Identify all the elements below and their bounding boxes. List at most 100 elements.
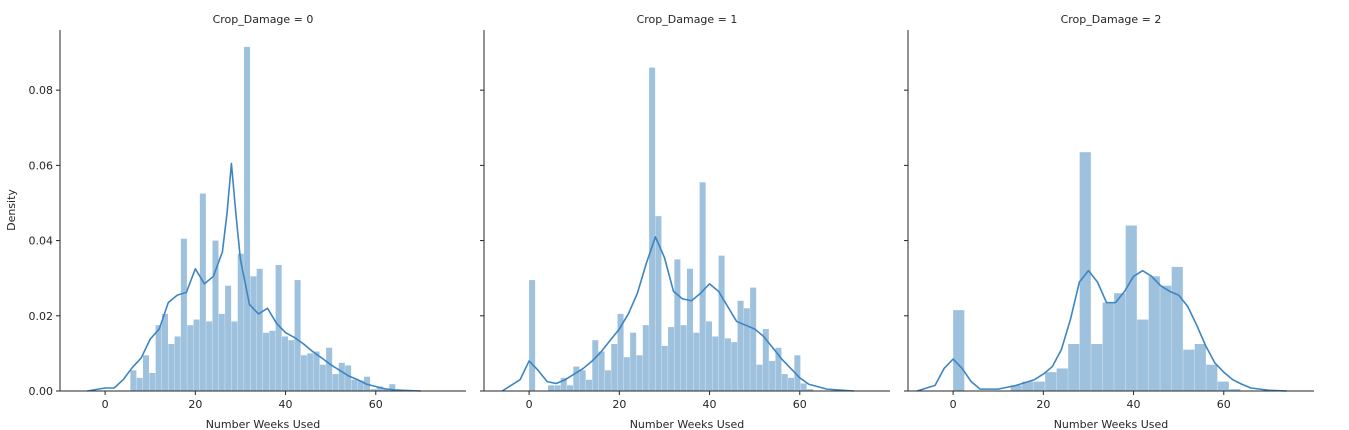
y-tick-label: 0.02 — [29, 310, 54, 323]
histogram-bar — [1033, 381, 1045, 391]
kde-line — [501, 236, 854, 392]
histogram-bar — [370, 389, 377, 391]
x-tick-label: 40 — [1127, 398, 1141, 411]
histogram-bar — [649, 67, 656, 391]
histogram-bar — [130, 370, 137, 391]
x-tick-label: 40 — [279, 398, 293, 411]
histogram-bar — [800, 383, 807, 391]
histogram-bar — [554, 385, 561, 391]
kde-line — [86, 162, 421, 392]
x-tick-label: 60 — [369, 398, 383, 411]
histogram-bar — [807, 389, 814, 391]
histogram-bar — [718, 255, 725, 391]
histogram-bar — [326, 347, 333, 391]
histogram-bar — [585, 379, 592, 391]
histogram-bar — [263, 332, 270, 391]
histogram-bar — [769, 360, 776, 391]
y-axis-title: Density — [5, 189, 18, 231]
panel-title: Crop_Damage = 2 — [1061, 13, 1162, 26]
y-tick-label: 0.04 — [29, 235, 54, 248]
y-tick-label: 0.06 — [29, 159, 54, 172]
histogram-bar — [636, 355, 643, 391]
histogram-bar — [598, 351, 605, 391]
histogram-bar — [529, 280, 536, 391]
histogram-bar — [294, 280, 301, 391]
histogram-bar — [237, 253, 244, 391]
histogram-bar — [300, 355, 307, 391]
histogram-bar — [737, 300, 744, 391]
histogram-bar — [288, 340, 295, 391]
histogram-bar — [1056, 368, 1068, 391]
histogram-bar — [244, 46, 251, 392]
histogram-bar — [1183, 349, 1195, 391]
histogram-bar — [724, 338, 731, 391]
histogram-bar — [206, 321, 213, 391]
histogram-bar — [687, 268, 694, 391]
histogram-bar — [655, 216, 662, 391]
histogram-bar — [256, 268, 263, 391]
histogram-bar — [1217, 381, 1229, 391]
histogram-bar — [743, 308, 750, 391]
histogram-bar — [225, 285, 232, 391]
histogram-bar — [193, 319, 200, 391]
x-axis-title: Number Weeks Used — [206, 418, 321, 430]
histogram-bar — [788, 377, 795, 391]
histogram-bar — [567, 385, 574, 391]
histogram-bar — [1079, 152, 1091, 391]
histogram-bar — [712, 336, 719, 391]
histogram-bar — [376, 386, 383, 391]
histogram-bar — [143, 355, 150, 391]
histogram-bar — [762, 328, 769, 391]
histogram-bar — [389, 384, 396, 391]
histogram-bar — [1102, 302, 1114, 391]
histogram-bar — [345, 365, 352, 391]
histogram-bar — [149, 372, 156, 391]
histogram-bar — [756, 364, 763, 391]
histogram-bar — [623, 357, 630, 391]
x-axis-title: Number Weeks Used — [630, 418, 745, 430]
histogram-bar — [781, 374, 788, 391]
histogram-bar — [383, 389, 390, 391]
histogram-bar — [275, 265, 282, 391]
histogram-bar — [642, 325, 649, 391]
x-tick-label: 0 — [526, 398, 533, 411]
histogram-bar — [611, 343, 618, 391]
panel-title: Crop_Damage = 1 — [637, 13, 738, 26]
histogram-bar — [187, 325, 194, 391]
x-tick-label: 0 — [950, 398, 957, 411]
histogram-bar — [953, 310, 965, 391]
histogram-bar — [319, 364, 326, 391]
kde-line — [916, 269, 1287, 392]
histogram-bar — [1229, 389, 1241, 391]
histogram-bar — [1171, 266, 1183, 391]
histogram-bar — [693, 332, 700, 391]
y-tick-label: 0.00 — [29, 385, 54, 398]
histogram-bar — [548, 385, 555, 391]
histogram-bar — [218, 313, 225, 391]
x-tick-label: 60 — [1217, 398, 1231, 411]
histogram-bar — [579, 370, 586, 391]
histogram-bar — [281, 336, 288, 391]
histogram-bar — [1148, 276, 1160, 391]
histogram-bar — [357, 380, 364, 391]
histogram-bar — [775, 347, 782, 391]
histogram-bar — [155, 325, 162, 391]
x-tick-label: 20 — [612, 398, 626, 411]
panel-0: 0.00 0.02 0.04 0.06 0.08 0 20 40 60 Number Weeks … — [29, 13, 466, 430]
histogram-bar — [161, 313, 168, 391]
histogram-bar — [250, 276, 257, 391]
histogram-bar — [212, 240, 219, 391]
histogram-bar — [604, 370, 611, 391]
histogram-bar — [680, 325, 687, 391]
histogram-bar — [674, 259, 681, 391]
histogram-bar — [351, 379, 358, 391]
histogram-bar — [1137, 319, 1149, 391]
histogram-bar — [269, 330, 276, 391]
histogram-bar — [750, 287, 757, 391]
y-tick-label: 0.08 — [29, 84, 54, 97]
histogram-bar — [661, 345, 668, 392]
histogram-bar — [1194, 343, 1206, 391]
histogram-bar — [136, 377, 143, 391]
histogram-bar — [168, 343, 175, 391]
